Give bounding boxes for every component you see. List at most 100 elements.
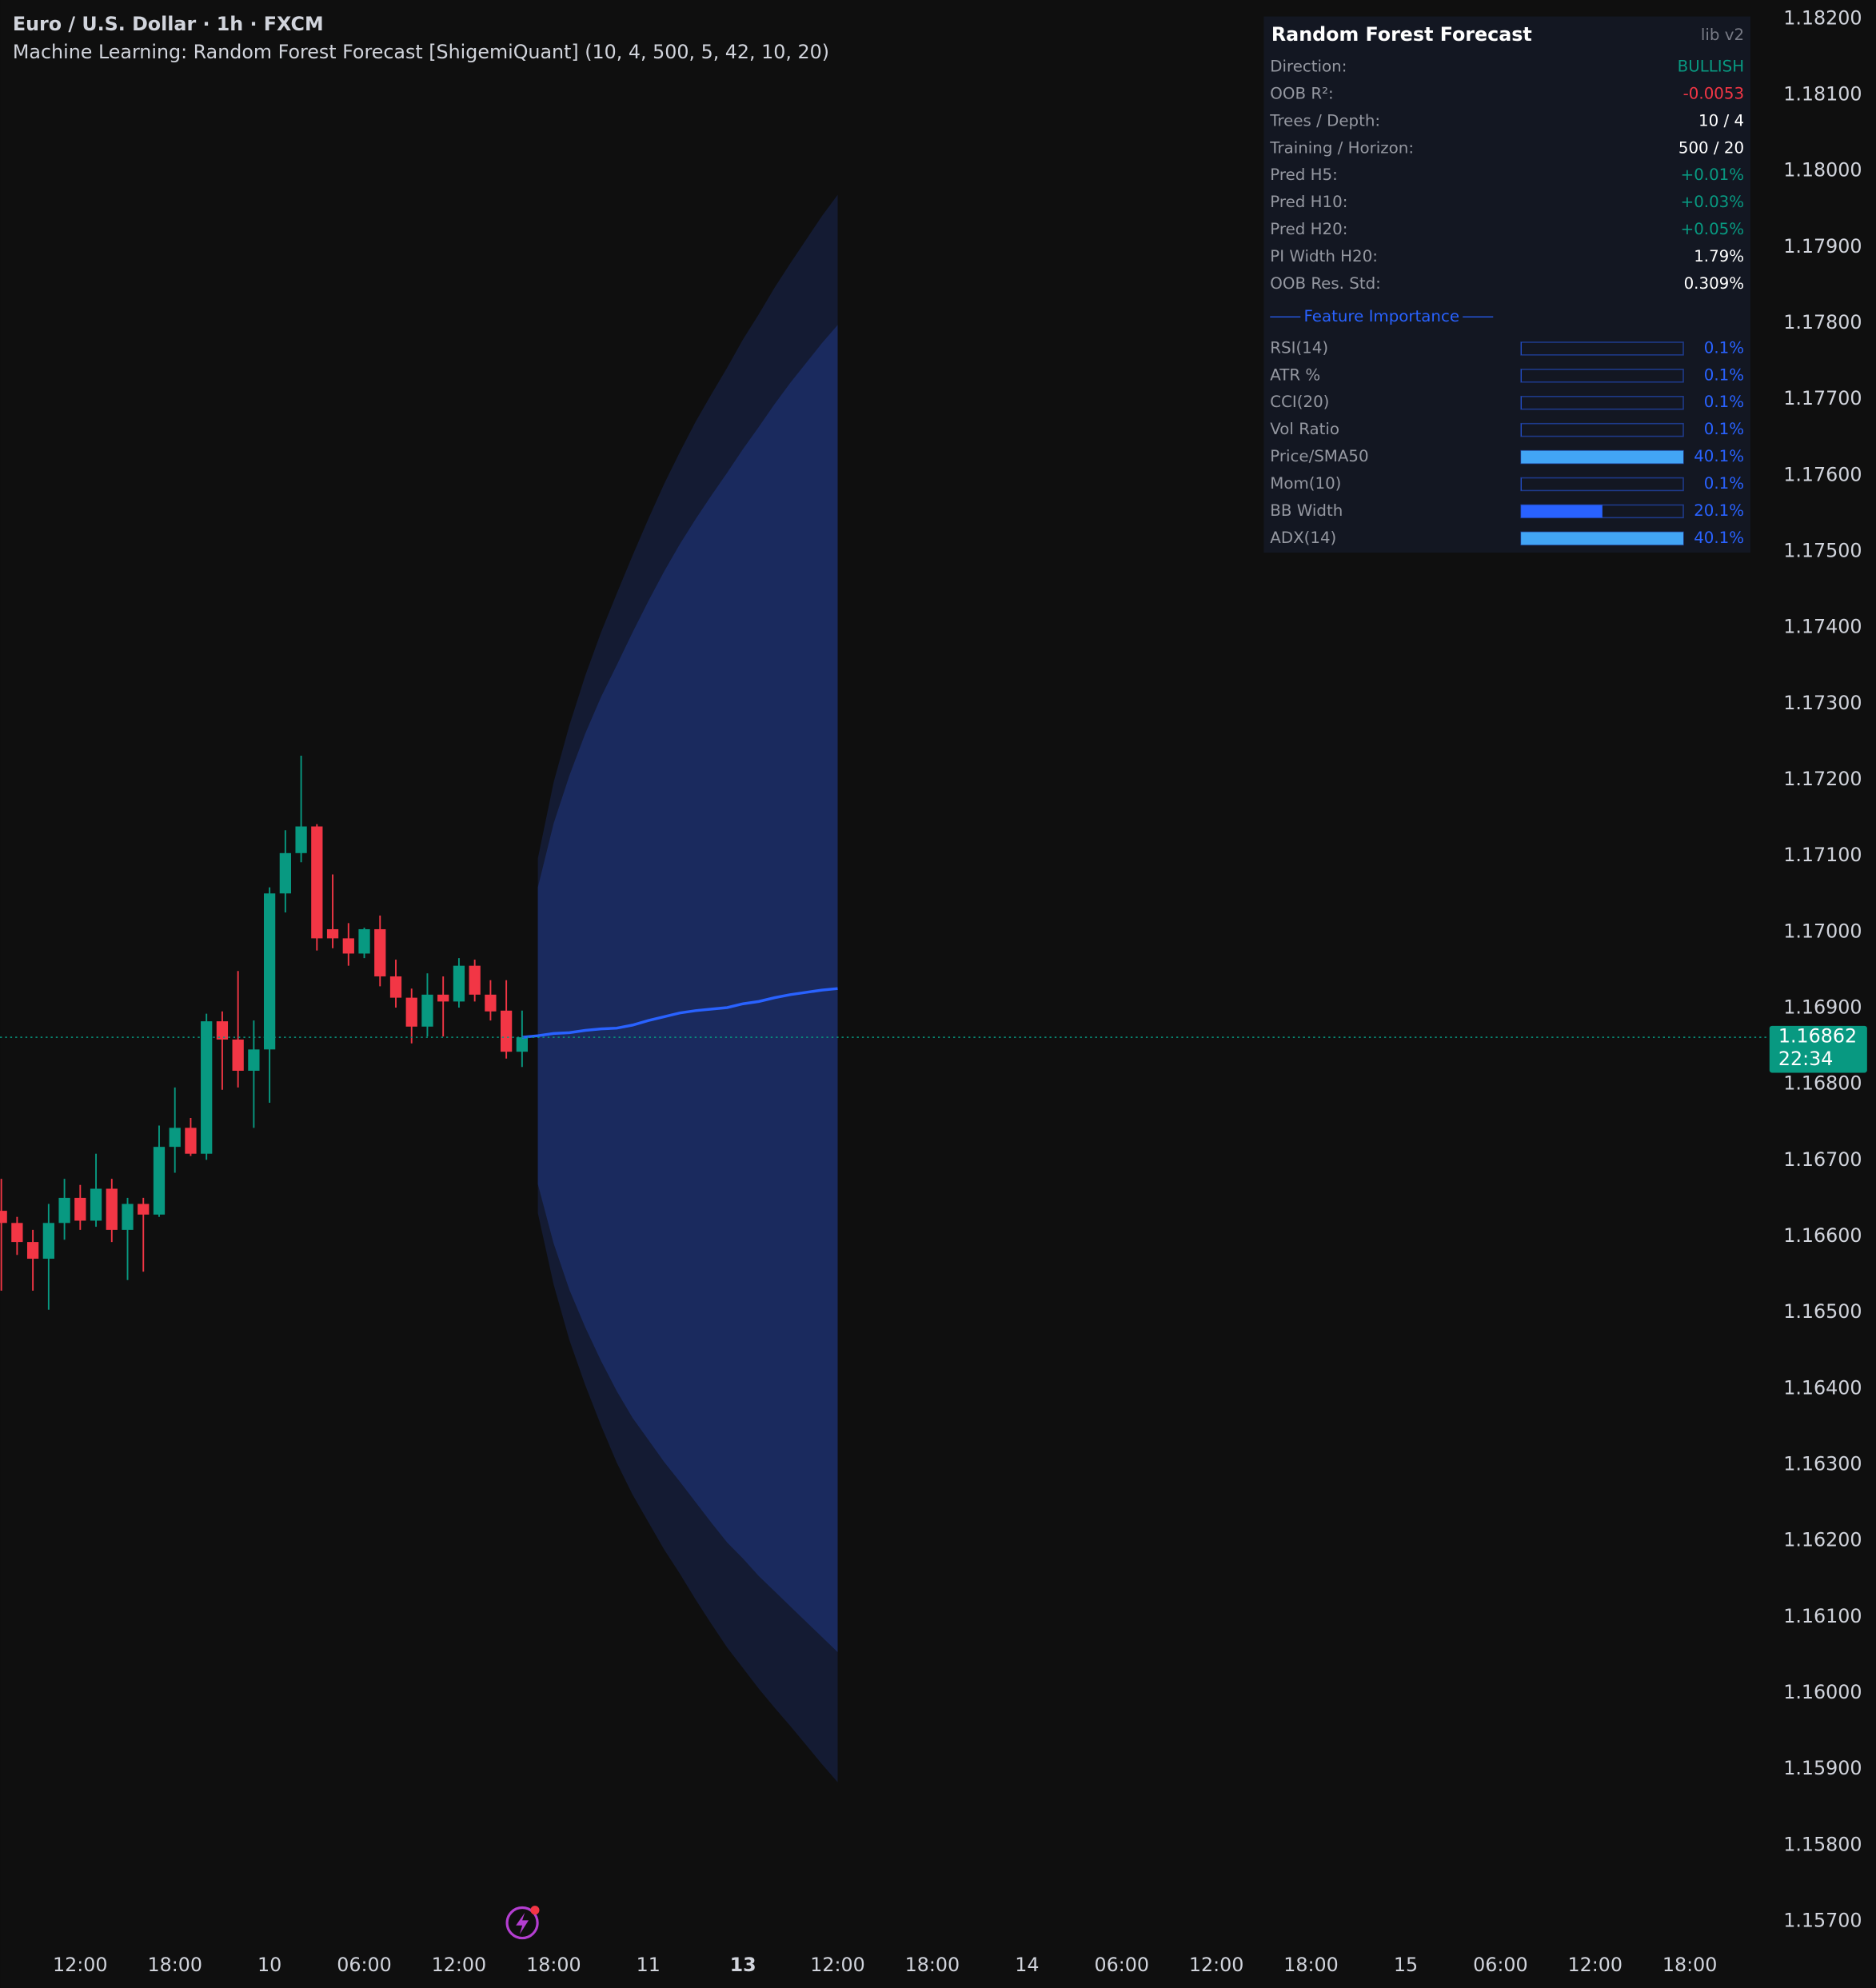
candle-body bbox=[153, 1147, 166, 1215]
candle-body bbox=[74, 1197, 86, 1221]
y-tick-label: 1.17600 bbox=[1783, 463, 1862, 485]
feature-bar bbox=[1521, 369, 1522, 382]
x-tick-label: 10 bbox=[257, 1954, 281, 1976]
chart-title: Euro / U.S. Dollar · 1h · FXCM bbox=[13, 13, 324, 35]
y-tick-label: 1.16100 bbox=[1783, 1605, 1862, 1627]
candle-body bbox=[26, 1242, 39, 1259]
candle-body bbox=[263, 893, 276, 1050]
candle-body bbox=[201, 1021, 213, 1154]
candle-body bbox=[374, 928, 386, 976]
x-tick-label: 06:00 bbox=[1473, 1954, 1528, 1976]
feature-name: Mom(10) bbox=[1270, 474, 1341, 493]
panel-value: -0.0053 bbox=[1683, 84, 1744, 102]
y-tick-label: 1.17400 bbox=[1783, 616, 1862, 638]
candle-body bbox=[248, 1049, 260, 1071]
candle-body bbox=[485, 994, 497, 1012]
y-tick-label: 1.16800 bbox=[1783, 1072, 1862, 1095]
panel-value: 0.309% bbox=[1684, 274, 1745, 293]
panel-value: 10 / 4 bbox=[1698, 111, 1744, 130]
y-tick-label: 1.15800 bbox=[1783, 1833, 1862, 1855]
alert-icon[interactable] bbox=[505, 1906, 540, 1940]
feature-bar bbox=[1521, 396, 1522, 409]
x-tick-label: 12:00 bbox=[1189, 1954, 1244, 1976]
feature-name: Vol Ratio bbox=[1270, 420, 1339, 438]
candle-body bbox=[106, 1188, 118, 1230]
x-tick-label: 18:00 bbox=[147, 1954, 202, 1976]
candle-body bbox=[405, 997, 417, 1027]
panel-label: PI Width H20: bbox=[1270, 247, 1378, 265]
y-tick-label: 1.18200 bbox=[1783, 6, 1862, 29]
feature-value: 0.1% bbox=[1704, 338, 1744, 357]
panel: Random Forest Forecast lib v2 Direction: BU… bbox=[1269, 23, 1744, 547]
candle-body bbox=[169, 1128, 181, 1148]
y-tick-label: 1.16000 bbox=[1783, 1681, 1862, 1703]
candle-body bbox=[216, 1021, 229, 1040]
x-tick-label: 13 bbox=[730, 1954, 756, 1976]
y-tick-label: 1.16200 bbox=[1783, 1529, 1862, 1551]
y-tick-label: 1.16300 bbox=[1783, 1452, 1862, 1475]
feature-name: Price/SMA50 bbox=[1270, 447, 1368, 465]
candle-body bbox=[279, 852, 291, 894]
y-tick-label: 1.17000 bbox=[1783, 920, 1862, 942]
feature-bar bbox=[1521, 505, 1603, 518]
candle-body bbox=[295, 826, 307, 853]
y-tick-label: 1.17500 bbox=[1783, 539, 1862, 561]
x-tick-label: 18:00 bbox=[905, 1954, 960, 1976]
y-tick-label: 1.17200 bbox=[1783, 768, 1862, 790]
countdown-label: 22:34 bbox=[1778, 1048, 1834, 1070]
x-tick-label: 18:00 bbox=[1283, 1954, 1339, 1976]
x-tick-label: 12:00 bbox=[810, 1954, 865, 1976]
y-tick-label: 1.16900 bbox=[1783, 996, 1862, 1018]
feature-value: 40.1% bbox=[1694, 447, 1744, 465]
feature-bar bbox=[1521, 341, 1522, 355]
candle-body bbox=[516, 1037, 528, 1052]
last-price-label: 1.16862 bbox=[1778, 1025, 1857, 1048]
candle-body bbox=[469, 965, 481, 995]
feature-value: 0.1% bbox=[1704, 474, 1744, 493]
forecast-band bbox=[537, 325, 838, 1653]
y-tick-label: 1.18000 bbox=[1783, 159, 1862, 182]
feature-bar bbox=[1521, 450, 1684, 464]
candle-body bbox=[326, 928, 339, 939]
candle-body bbox=[453, 965, 465, 1002]
feature-bar bbox=[1521, 532, 1684, 545]
y-tick-label: 1.15700 bbox=[1783, 1909, 1862, 1931]
x-tick-label: 15 bbox=[1394, 1954, 1418, 1976]
panel-label: OOB R²: bbox=[1270, 84, 1333, 102]
candle-body bbox=[42, 1223, 54, 1259]
candle-body bbox=[11, 1223, 23, 1243]
candle-body bbox=[421, 994, 433, 1027]
panel-value: BULLISH bbox=[1678, 58, 1744, 76]
panel-label: OOB Res. Std: bbox=[1270, 274, 1381, 293]
x-tick-label: 12:00 bbox=[432, 1954, 487, 1976]
feature-name: BB Width bbox=[1270, 501, 1343, 520]
candle-body bbox=[500, 1010, 513, 1052]
y-tick-label: 1.16600 bbox=[1783, 1224, 1862, 1247]
panel-value: +0.05% bbox=[1681, 220, 1744, 238]
feature-bar bbox=[1521, 477, 1522, 491]
bands bbox=[537, 194, 838, 1782]
forecast-line bbox=[521, 987, 838, 1039]
x-tick-label: 12:00 bbox=[53, 1954, 108, 1976]
candle-body bbox=[232, 1039, 244, 1071]
y-tick-label: 1.18100 bbox=[1783, 82, 1862, 105]
feature-name: CCI(20) bbox=[1270, 393, 1329, 411]
panel-label: Pred H5: bbox=[1270, 166, 1337, 184]
y-tick-label: 1.17100 bbox=[1783, 844, 1862, 866]
price-badge bbox=[1769, 1025, 1867, 1073]
x-tick-label: 06:00 bbox=[1095, 1954, 1150, 1976]
feature-value: 0.1% bbox=[1704, 420, 1744, 438]
plot bbox=[0, 755, 1769, 1310]
candle-body bbox=[138, 1204, 150, 1215]
panel-label: Direction: bbox=[1270, 58, 1347, 76]
y-tick-label: 1.16500 bbox=[1783, 1300, 1862, 1323]
candle-body bbox=[122, 1204, 134, 1230]
x-tick-label: 11 bbox=[637, 1954, 661, 1976]
feature-name: RSI(14) bbox=[1270, 338, 1328, 357]
candle-body bbox=[90, 1188, 102, 1221]
panel-value: +0.01% bbox=[1681, 166, 1744, 184]
feature-value: 0.1% bbox=[1704, 365, 1744, 384]
feature-value: 0.1% bbox=[1704, 393, 1744, 411]
